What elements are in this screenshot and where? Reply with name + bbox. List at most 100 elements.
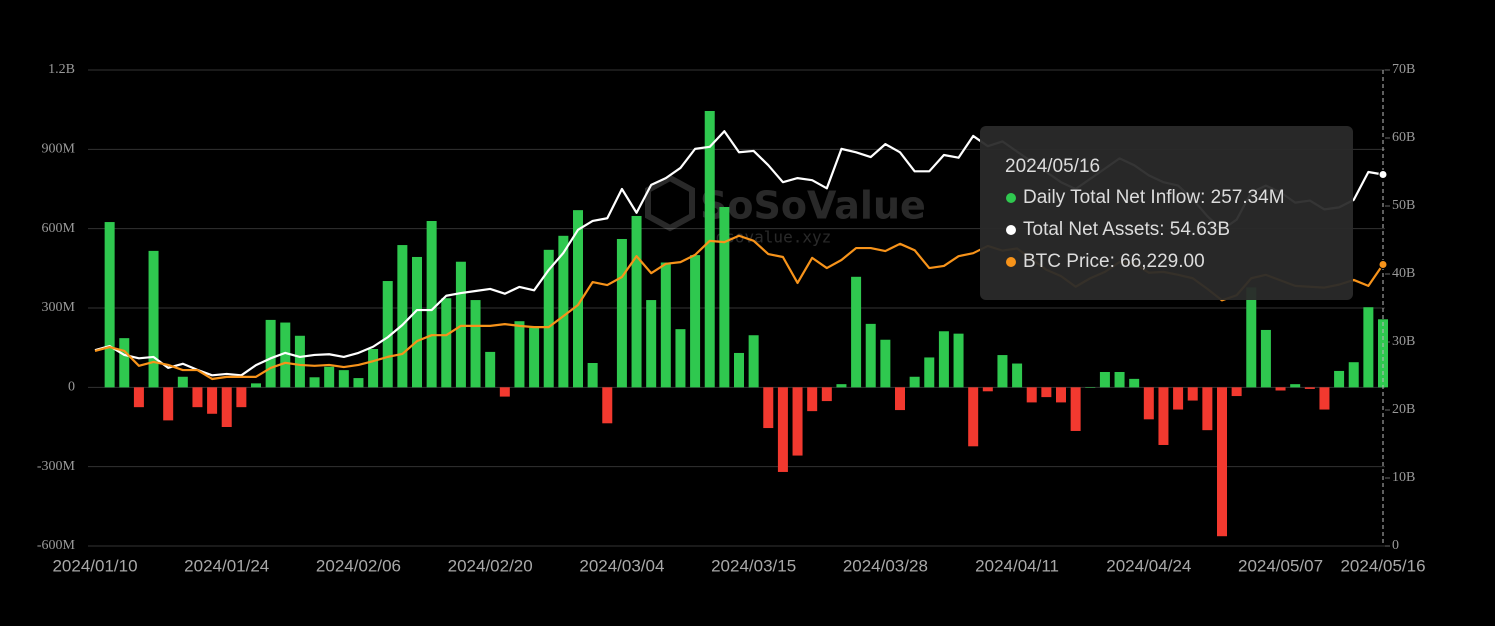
bar (748, 335, 759, 388)
bar (704, 110, 715, 388)
bar (1319, 387, 1330, 410)
bar (1348, 362, 1359, 388)
y-tick-label: 900M (42, 142, 76, 157)
tooltip-box (980, 126, 1353, 300)
bar (1202, 387, 1213, 431)
y2-tick-label: 70B (1392, 62, 1415, 77)
tooltip-separator: : (1200, 187, 1211, 208)
tooltip-entry: BTC Price: 66,229.00 (1023, 251, 1205, 272)
bar (470, 300, 481, 388)
bar (148, 250, 159, 388)
bar (719, 206, 730, 388)
bar (338, 370, 349, 388)
tooltip-dot (1006, 193, 1016, 203)
bar (1085, 387, 1096, 388)
bar (953, 333, 964, 388)
bar (587, 363, 598, 388)
bar (382, 281, 393, 388)
tooltip-value: 257.34M (1211, 187, 1285, 208)
bar (807, 387, 818, 412)
tooltip-separator: : (1159, 219, 1170, 240)
y-tick-label: -300M (37, 459, 76, 474)
bar (938, 331, 949, 388)
bar (1363, 307, 1374, 388)
bar (1012, 363, 1023, 388)
bar (734, 352, 744, 388)
bar (119, 338, 130, 388)
bar (880, 339, 891, 388)
tooltip-entry: Total Net Assets: 54.63B (1023, 219, 1230, 240)
bar (265, 319, 276, 388)
bar (982, 387, 993, 392)
tooltip-dot (1006, 257, 1016, 267)
bar (1275, 387, 1286, 391)
bar (294, 335, 305, 388)
hover-dot (1378, 170, 1388, 180)
bar (602, 387, 613, 424)
bar (207, 387, 218, 414)
x-tick-label: 2024/02/20 (448, 556, 533, 575)
bar (324, 366, 335, 388)
bar (1260, 329, 1271, 388)
bar (1334, 370, 1345, 388)
bar (529, 327, 540, 388)
bar (353, 378, 364, 388)
bar (499, 387, 510, 397)
tooltip-separator: : (1110, 251, 1121, 272)
tooltip-series-name: Daily Total Net Inflow (1023, 187, 1200, 208)
bar (1173, 387, 1184, 410)
bar (646, 300, 657, 388)
bar (1056, 387, 1066, 403)
bar (1026, 387, 1037, 403)
tooltip-series-name: Total Net Assets (1023, 219, 1159, 240)
watermark-site: sosovalue.xyz (706, 228, 831, 247)
bar (221, 387, 232, 427)
tooltip-value: 54.63B (1170, 219, 1230, 240)
bar (1041, 387, 1052, 398)
tooltip-value: 66,229.00 (1120, 251, 1205, 272)
y2-tick-label: 40B (1392, 266, 1415, 281)
bar (792, 387, 803, 456)
bar (997, 355, 1008, 388)
bar (895, 387, 905, 411)
y2-tick-label: 0 (1392, 538, 1399, 553)
x-tick-label: 2024/03/04 (579, 556, 664, 575)
bar (485, 351, 496, 388)
x-tick-label: 2024/02/06 (316, 556, 401, 575)
watermark-brand: SoSoValue (700, 184, 926, 228)
watermark-logo (645, 174, 695, 232)
bar (1114, 371, 1125, 388)
bar (514, 321, 525, 388)
bar (251, 383, 261, 388)
bar (660, 262, 671, 388)
bar (558, 235, 569, 388)
bar (1246, 287, 1257, 388)
bar (924, 357, 935, 388)
bar (368, 348, 379, 388)
tooltip-entry: Daily Total Net Inflow: 257.34M (1023, 187, 1285, 208)
bar (543, 249, 554, 388)
watermark: SoSoValue sosovalue.xyz (645, 174, 926, 247)
bar (104, 222, 115, 388)
bar (1187, 387, 1198, 401)
y2-tick-label: 60B (1392, 130, 1415, 145)
bar (851, 276, 862, 388)
y-tick-label: 600M (42, 221, 76, 236)
bar (763, 387, 774, 429)
hover-dot (1378, 260, 1388, 270)
bar (133, 387, 144, 408)
x-tick-label: 2024/01/24 (184, 556, 269, 575)
bar (455, 261, 466, 388)
y-tick-label: 0 (68, 380, 75, 395)
x-tick-label: 2024/05/07 (1238, 556, 1323, 575)
y2-tick-label: 20B (1392, 402, 1415, 417)
bar (280, 322, 291, 388)
bar (909, 376, 920, 388)
x-tick-label: 2024/03/28 (843, 556, 928, 575)
bar (1304, 387, 1315, 389)
bar (968, 387, 979, 447)
y-tick-label: 1.2B (48, 62, 75, 77)
x-tick-label: 2024/05/16 (1340, 556, 1425, 575)
